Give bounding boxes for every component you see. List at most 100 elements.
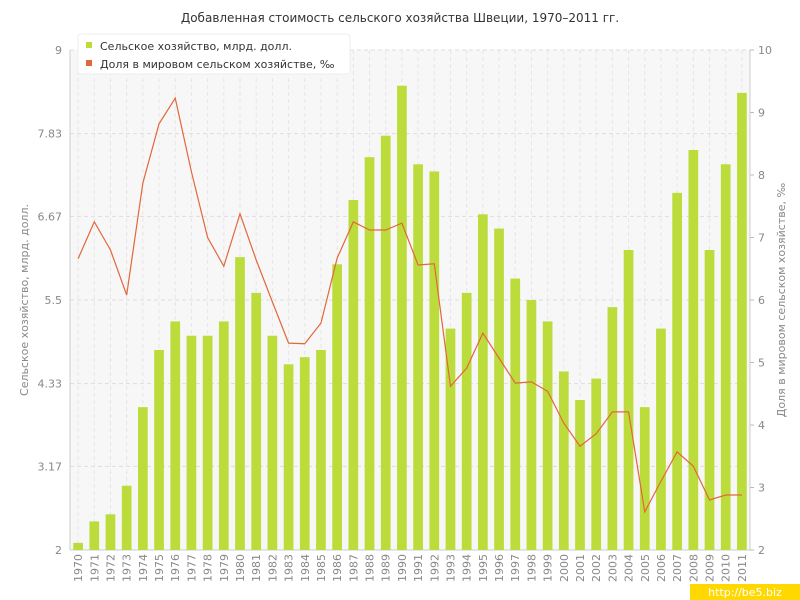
bar: [73, 542, 83, 550]
bar: [526, 300, 537, 550]
x-tick-label: 1987: [347, 554, 360, 582]
legend-swatch: [86, 60, 92, 66]
bar: [105, 514, 116, 550]
legend-label: Сельское хозяйство, млрд. долл.: [100, 40, 292, 53]
bar: [461, 292, 472, 550]
bar: [672, 192, 682, 550]
bar: [170, 321, 181, 550]
x-tick-label: 1979: [218, 554, 231, 582]
y2-tick-label: 8: [758, 169, 765, 182]
bar: [283, 364, 294, 550]
x-tick-label: 1996: [493, 554, 506, 582]
x-tick-label: 1977: [185, 554, 198, 582]
y-axis-label: Сельское хозяйство, млрд. долл.: [18, 204, 31, 396]
x-tick-label: 1994: [461, 554, 474, 582]
bar: [656, 328, 666, 550]
bar: [429, 171, 440, 550]
x-tick-label: 1976: [169, 554, 182, 582]
bar: [316, 350, 326, 550]
x-tick-label: 2004: [623, 554, 636, 582]
bar: [138, 407, 148, 550]
x-tick-label: 2011: [736, 554, 749, 582]
x-tick-label: 2003: [606, 554, 619, 582]
y-tick-label: 9: [55, 44, 62, 57]
bar: [348, 200, 359, 550]
bar: [478, 214, 488, 551]
bar: [575, 400, 585, 550]
x-tick-label: 1985: [315, 554, 328, 582]
bar: [494, 228, 504, 551]
x-tick-label: 1991: [412, 554, 425, 582]
x-tick-label: 1973: [121, 554, 134, 582]
x-tick-label: 1978: [202, 554, 215, 582]
x-tick-label: 1988: [364, 554, 377, 582]
y2-tick-label: 5: [758, 357, 765, 370]
x-tick-label: 1984: [299, 554, 312, 582]
y2-tick-label: 2: [758, 544, 765, 557]
y-tick-label: 2: [55, 544, 62, 557]
x-tick-label: 1998: [525, 554, 538, 582]
y2-tick-label: 4: [758, 419, 765, 432]
chart-title: Добавленная стоимость сельского хозяйств…: [181, 11, 619, 25]
x-tick-label: 1993: [444, 554, 457, 582]
x-tick-label: 1983: [283, 554, 296, 582]
x-tick-label: 1992: [428, 554, 441, 582]
bar: [542, 321, 553, 550]
bar: [591, 378, 602, 550]
bar: [688, 150, 699, 550]
bar: [445, 328, 456, 550]
bar: [202, 335, 213, 550]
bar: [218, 321, 229, 550]
bar: [607, 307, 618, 550]
bar: [510, 278, 521, 550]
x-tick-label: 2006: [655, 554, 668, 582]
x-tick-label: 1999: [542, 554, 555, 582]
x-tick-label: 2000: [558, 554, 571, 582]
bar: [332, 264, 342, 550]
bar: [380, 135, 391, 550]
watermark: http://be5.biz: [708, 586, 782, 599]
y-tick-label: 4.33: [38, 378, 63, 391]
x-tick-label: 2008: [687, 554, 700, 582]
x-tick-label: 1989: [380, 554, 393, 582]
x-tick-label: 1997: [509, 554, 522, 582]
x-tick-label: 2001: [574, 554, 587, 582]
x-tick-label: 1990: [396, 554, 409, 582]
x-tick-label: 1974: [137, 554, 150, 582]
bar: [558, 371, 569, 550]
x-tick-label: 1970: [72, 554, 85, 582]
y2-tick-label: 9: [758, 107, 765, 120]
y2-axis-label: Доля в мировом сельском хозяйстве, ‰: [775, 183, 788, 418]
x-tick-label: 1982: [266, 554, 279, 582]
y-tick-label: 7.83: [38, 128, 63, 141]
x-tick-label: 2005: [639, 554, 652, 582]
legend-label: Доля в мировом сельском хозяйстве, ‰: [100, 58, 335, 71]
bar: [364, 157, 375, 550]
bar: [251, 292, 262, 550]
bar: [299, 357, 310, 550]
x-tick-label: 1980: [234, 554, 247, 582]
y-tick-label: 3.17: [38, 460, 63, 473]
x-tick-label: 1986: [331, 554, 344, 582]
y-tick-label: 6.67: [38, 210, 63, 223]
line: [77, 96, 742, 514]
y2-tick-label: 6: [758, 294, 765, 307]
x-tick-label: 1972: [104, 554, 117, 582]
x-tick-label: 1981: [250, 554, 263, 582]
bar: [623, 250, 634, 550]
y2-tick-label: 3: [758, 482, 765, 495]
x-tick-label: 2002: [590, 554, 603, 582]
bar: [737, 92, 747, 550]
bar: [639, 407, 650, 550]
bar: [720, 164, 731, 551]
bar: [121, 485, 132, 550]
y2-tick-label: 10: [758, 44, 772, 57]
x-tick-label: 1971: [88, 554, 101, 582]
bar: [89, 521, 100, 550]
x-tick-label: 1975: [153, 554, 166, 582]
bar: [267, 335, 278, 550]
x-tick-label: 2009: [704, 554, 717, 582]
x-tick-label: 2010: [720, 554, 733, 582]
bar: [704, 250, 715, 550]
